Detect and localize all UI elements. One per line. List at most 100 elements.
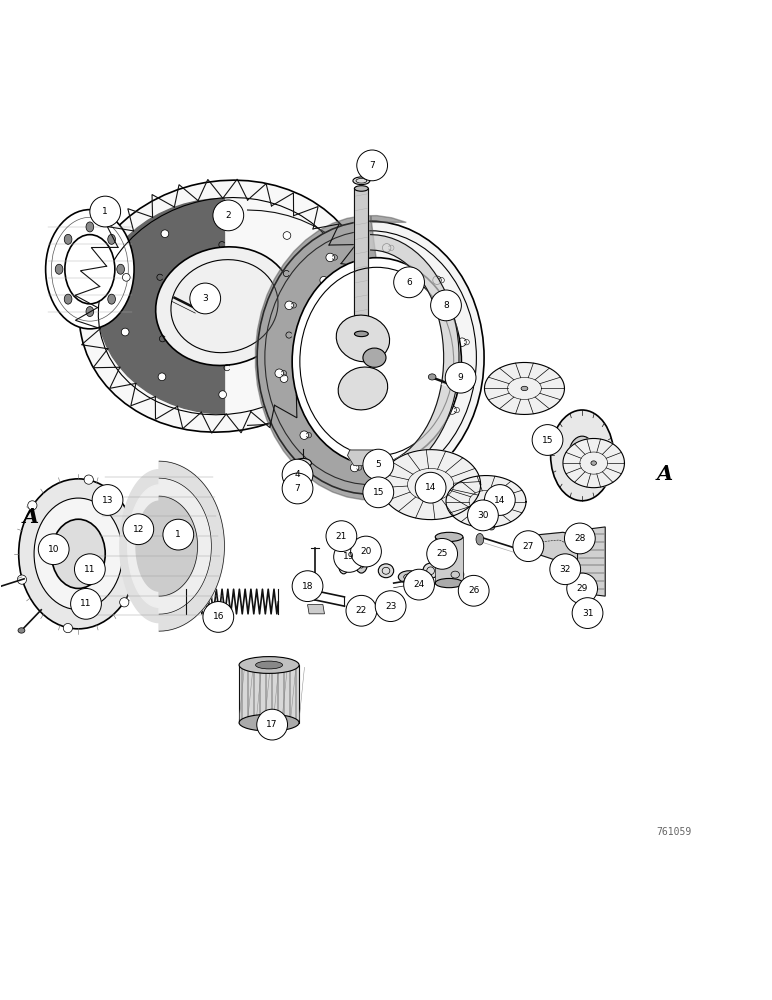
- Ellipse shape: [448, 406, 456, 414]
- Ellipse shape: [585, 609, 590, 615]
- Polygon shape: [563, 438, 625, 488]
- Circle shape: [350, 536, 381, 567]
- FancyBboxPatch shape: [239, 665, 299, 723]
- Text: A: A: [656, 464, 672, 484]
- Circle shape: [513, 531, 543, 562]
- Ellipse shape: [256, 661, 283, 669]
- Polygon shape: [136, 496, 198, 596]
- Circle shape: [70, 588, 101, 619]
- Ellipse shape: [353, 177, 370, 185]
- Circle shape: [415, 472, 446, 503]
- Polygon shape: [307, 605, 324, 614]
- Ellipse shape: [80, 180, 370, 432]
- Ellipse shape: [550, 410, 614, 501]
- Text: 31: 31: [582, 609, 594, 618]
- Polygon shape: [435, 537, 463, 583]
- Text: 3: 3: [202, 294, 208, 303]
- Ellipse shape: [591, 461, 597, 465]
- Ellipse shape: [354, 605, 368, 614]
- Text: 1: 1: [103, 207, 108, 216]
- Ellipse shape: [161, 230, 169, 238]
- Circle shape: [282, 473, 313, 504]
- Text: 13: 13: [102, 496, 113, 505]
- Ellipse shape: [158, 373, 166, 381]
- Circle shape: [292, 571, 323, 602]
- Text: 1: 1: [175, 530, 181, 539]
- Ellipse shape: [64, 294, 72, 304]
- Ellipse shape: [573, 583, 582, 595]
- Text: 18: 18: [302, 582, 313, 591]
- Text: 22: 22: [356, 606, 367, 615]
- Circle shape: [394, 267, 425, 298]
- Ellipse shape: [458, 338, 466, 346]
- Circle shape: [404, 569, 435, 600]
- Circle shape: [363, 449, 394, 480]
- Text: 29: 29: [577, 584, 587, 593]
- Text: 10: 10: [48, 545, 59, 554]
- Text: 20: 20: [361, 547, 371, 556]
- Circle shape: [572, 598, 603, 628]
- Circle shape: [357, 150, 388, 181]
- Ellipse shape: [382, 600, 396, 609]
- Text: 4: 4: [295, 470, 300, 479]
- Circle shape: [459, 575, 489, 606]
- Text: 16: 16: [212, 612, 224, 621]
- Circle shape: [282, 459, 313, 490]
- Text: 12: 12: [133, 525, 144, 534]
- Ellipse shape: [583, 606, 593, 618]
- Text: 21: 21: [336, 532, 347, 541]
- Ellipse shape: [423, 563, 438, 578]
- Circle shape: [468, 500, 498, 531]
- Ellipse shape: [447, 568, 464, 582]
- Ellipse shape: [56, 264, 63, 274]
- Text: 5: 5: [375, 460, 381, 469]
- Ellipse shape: [117, 264, 124, 274]
- Ellipse shape: [398, 571, 420, 583]
- Polygon shape: [518, 532, 586, 563]
- Ellipse shape: [299, 461, 306, 465]
- Text: 2: 2: [225, 211, 231, 220]
- Ellipse shape: [521, 386, 528, 391]
- Text: 27: 27: [523, 542, 534, 551]
- Text: 11: 11: [84, 565, 96, 574]
- Polygon shape: [371, 235, 459, 481]
- Ellipse shape: [52, 519, 105, 588]
- Ellipse shape: [569, 436, 596, 475]
- Text: 11: 11: [80, 599, 92, 608]
- Circle shape: [74, 554, 105, 585]
- Polygon shape: [577, 527, 605, 596]
- Ellipse shape: [46, 210, 134, 329]
- Circle shape: [485, 485, 515, 515]
- Ellipse shape: [407, 454, 415, 462]
- Text: 14: 14: [425, 483, 436, 492]
- Ellipse shape: [319, 331, 327, 339]
- Ellipse shape: [411, 579, 425, 590]
- Circle shape: [564, 523, 595, 554]
- Circle shape: [213, 200, 244, 231]
- Polygon shape: [120, 461, 225, 631]
- Ellipse shape: [86, 222, 93, 232]
- Ellipse shape: [426, 481, 435, 488]
- Text: 26: 26: [468, 586, 479, 595]
- Polygon shape: [354, 188, 368, 334]
- Circle shape: [190, 283, 221, 314]
- Ellipse shape: [285, 301, 293, 310]
- Circle shape: [163, 519, 194, 550]
- Ellipse shape: [17, 575, 26, 584]
- Text: 17: 17: [266, 720, 278, 729]
- Circle shape: [550, 554, 581, 585]
- Text: 32: 32: [560, 565, 571, 574]
- Ellipse shape: [326, 253, 334, 262]
- Ellipse shape: [130, 523, 139, 533]
- Text: 15: 15: [373, 488, 384, 497]
- Ellipse shape: [337, 315, 390, 362]
- Ellipse shape: [239, 657, 299, 673]
- Text: 6: 6: [406, 278, 412, 287]
- Text: 7: 7: [369, 161, 375, 170]
- Ellipse shape: [63, 623, 73, 633]
- Ellipse shape: [489, 525, 494, 530]
- Text: 25: 25: [436, 549, 448, 558]
- Ellipse shape: [239, 714, 299, 731]
- Circle shape: [203, 602, 234, 632]
- Ellipse shape: [433, 276, 442, 284]
